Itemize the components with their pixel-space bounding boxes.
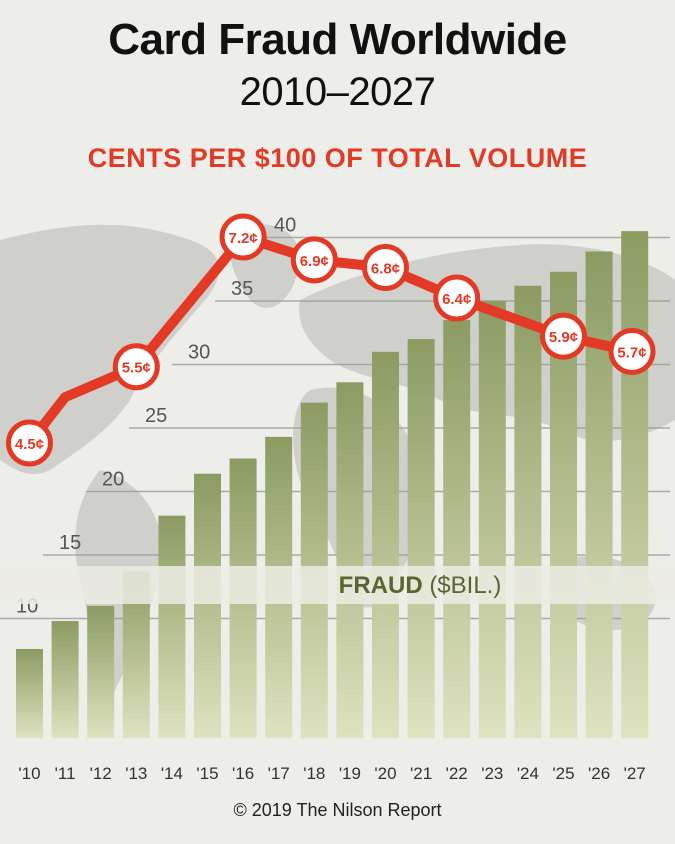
fraud-series-label: FRAUD ($BIL.) [339,572,502,599]
cents-data-label: 5.5¢ [122,360,151,377]
cents-data-label: 4.5¢ [15,436,44,453]
fraud-label-band [0,566,675,604]
cents-point [540,312,587,360]
x-tick-label: '13 [125,764,147,783]
cents-point [219,213,267,261]
cents-data-label: 5.9¢ [549,329,578,346]
fraud-bar [372,351,399,738]
cents-data-label: 7.2¢ [228,230,257,247]
y-tick-label: 25 [145,405,167,427]
y-tick-label: 30 [188,342,210,364]
x-tick-label: '25 [552,764,574,783]
x-tick-label: '11 [55,764,76,783]
x-tick-label: '17 [268,764,290,783]
fraud-bar [478,301,506,738]
fraud-bar [16,648,43,738]
x-tick-label: '21 [410,764,432,783]
y-tick-label: 35 [231,278,253,300]
x-tick-label: '22 [446,764,468,783]
y-tick-label: 20 [102,469,124,491]
chart-title: Card Fraud Worldwide [108,15,567,64]
cents-point [433,274,481,322]
x-tick-label: '23 [481,764,503,783]
x-tick-label: '20 [374,764,396,783]
fraud-bar [514,285,542,738]
cents-point [608,327,656,375]
fraud-bar [51,621,79,738]
fraud-bar [407,339,435,738]
x-tick-label: '12 [90,764,112,783]
x-tick-label: '26 [588,764,610,783]
x-tick-label: '16 [232,764,254,783]
cents-data-label: 6.9¢ [300,253,329,270]
x-tick-label: '27 [624,764,646,783]
x-tick-label: '10 [18,764,40,783]
fraud-bar [336,382,364,738]
cents-data-label: 6.8¢ [371,261,400,278]
fraud-bar [87,605,115,738]
cents-point [112,343,160,391]
x-tick-label: '14 [161,764,183,783]
y-tick-label: 40 [274,215,296,237]
cents-point [290,236,338,284]
cents-point [362,244,409,292]
x-tick-label: '18 [303,764,325,783]
x-tick-label: '19 [339,764,361,783]
fraud-bar [443,320,471,738]
fraud-bar [621,231,649,738]
x-tick-label: '15 [196,764,218,783]
fraud-bar [585,251,613,738]
fraud-bar [158,515,186,738]
line-series-subtitle: CENTS PER $100 OF TOTAL VOLUME [87,143,588,173]
y-tick-label: 15 [59,532,81,554]
chart-title-years: 2010–2027 [239,70,436,114]
cents-data-label: 6.4¢ [442,291,471,308]
cents-point [6,419,53,467]
fraud-bar [194,473,221,738]
x-tick-label: '24 [517,764,539,783]
cents-data-label: 5.7¢ [617,344,646,361]
copyright-credit: © 2019 The Nilson Report [233,800,442,820]
